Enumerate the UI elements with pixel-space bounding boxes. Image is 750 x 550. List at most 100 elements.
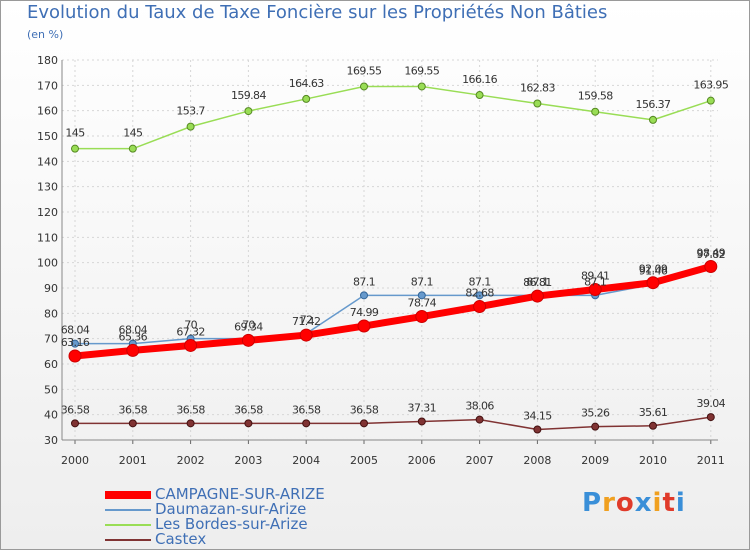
x-tick-label: 2003 [234,454,262,467]
data-point [649,421,657,430]
axes: 30 40 50 60 70 80 90 100 110 120 130 140 150 160 170 18… [37,54,725,467]
y-tick-label: 110 [37,231,58,244]
data-point [417,417,426,426]
x-tick-label: 2011 [697,454,725,467]
data-label: 87.1 [353,275,375,288]
x-tick-label: 2001 [119,454,147,467]
data-label: 63.16 [61,336,90,349]
data-point [71,144,79,153]
series-labels: 145 145 153.7 159.84 164.63 169.55 169.55 166.1… [61,64,730,422]
data-label: 36.58 [176,403,205,416]
data-point [417,82,426,91]
series-points [68,82,718,434]
y-tick-label: 60 [44,358,58,371]
x-tick-label: 2005 [350,454,378,467]
data-label: 87.1 [526,275,548,288]
y-tick-label: 160 [37,105,58,118]
data-label: 145 [123,127,143,140]
x-tick-label: 2004 [292,454,320,467]
data-point [591,107,600,116]
data-label: 65.36 [119,330,148,343]
legend-label: CAMPAGNE-SUR-ARIZE [155,485,325,503]
data-label: 36.58 [292,403,321,416]
data-point [68,349,82,363]
data-label: 145 [65,127,85,140]
y-tick-label: 70 [44,333,58,346]
y-tick-label: 100 [37,257,58,270]
data-label: 69.34 [234,320,263,333]
y-tick-label: 40 [44,409,58,422]
data-point [704,259,718,273]
data-point [533,99,542,108]
data-label: 36.58 [234,403,263,416]
data-point [533,425,542,434]
y-tick-label: 90 [44,282,58,295]
x-tick-label: 2010 [639,454,667,467]
series-line-1 [75,267,712,345]
legend-label: Castex [155,530,207,548]
data-label: 70 [242,319,255,332]
data-point [186,419,195,428]
chart-unit: (en %) [27,28,64,41]
gridlines [62,59,718,441]
data-point [591,422,600,431]
data-label: 68.04 [61,324,90,337]
data-point [128,419,137,428]
legend-label: Les Bordes-sur-Arize [155,515,308,533]
data-point [184,338,198,352]
logo-letter: i [652,488,663,518]
data-point [302,94,311,103]
data-label: 35.61 [639,406,668,419]
logo-letter: i [675,488,686,518]
y-tick-label: 130 [37,181,58,194]
x-tick-label: 2007 [466,454,494,467]
data-label: 156.37 [636,98,671,111]
data-label: 37.31 [408,401,437,414]
series-lines [74,85,712,431]
y-tick-label: 120 [37,206,58,219]
data-label: 163.95 [693,79,728,92]
data-label: 36.58 [119,403,148,416]
data-point [588,282,602,296]
data-point [475,91,484,100]
data-label: 164.63 [289,77,324,90]
y-tick-label: 170 [37,79,58,92]
series-line-3 [75,416,711,431]
data-label: 162.83 [520,81,555,94]
data-point [299,328,313,342]
data-label: 92.09 [639,263,668,276]
data-label: 169.55 [347,64,382,77]
data-label: 166.16 [462,73,497,86]
data-label: 89.41 [581,269,610,282]
data-label: 153.7 [176,105,205,118]
proxiti-logo: Proxiti [582,488,686,518]
data-label: 72 [300,314,313,327]
legend-swatch [105,509,151,511]
data-label: 78.74 [408,297,437,310]
data-label: 70 [184,319,197,332]
legend-swatch [105,539,151,541]
data-point [706,96,715,105]
data-point [706,413,715,422]
data-label: 87.1 [411,275,433,288]
data-point [71,339,79,348]
logo-letter: o [615,488,635,518]
legend-label: Daumazan-sur-Arize [155,500,307,518]
data-point [244,419,253,428]
logo-letter: P [582,488,603,518]
data-point [473,300,487,314]
data-point [360,82,368,91]
chart-title: Evolution du Taux de Taxe Foncière sur l… [27,2,608,23]
data-point [646,276,660,290]
data-label: 87.1 [584,275,606,288]
data-label: 169.55 [404,64,439,77]
data-point [360,291,368,300]
data-point [186,122,195,131]
data-point [244,107,253,116]
data-point [302,419,311,428]
x-tick-label: 2006 [408,454,436,467]
y-tick-label: 80 [44,307,58,320]
logo-letter: r [602,488,616,518]
data-label: 82.68 [465,287,494,300]
